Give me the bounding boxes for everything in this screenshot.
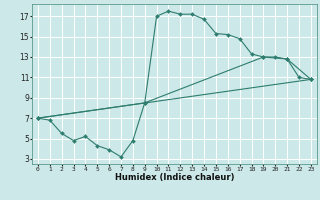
X-axis label: Humidex (Indice chaleur): Humidex (Indice chaleur): [115, 173, 234, 182]
